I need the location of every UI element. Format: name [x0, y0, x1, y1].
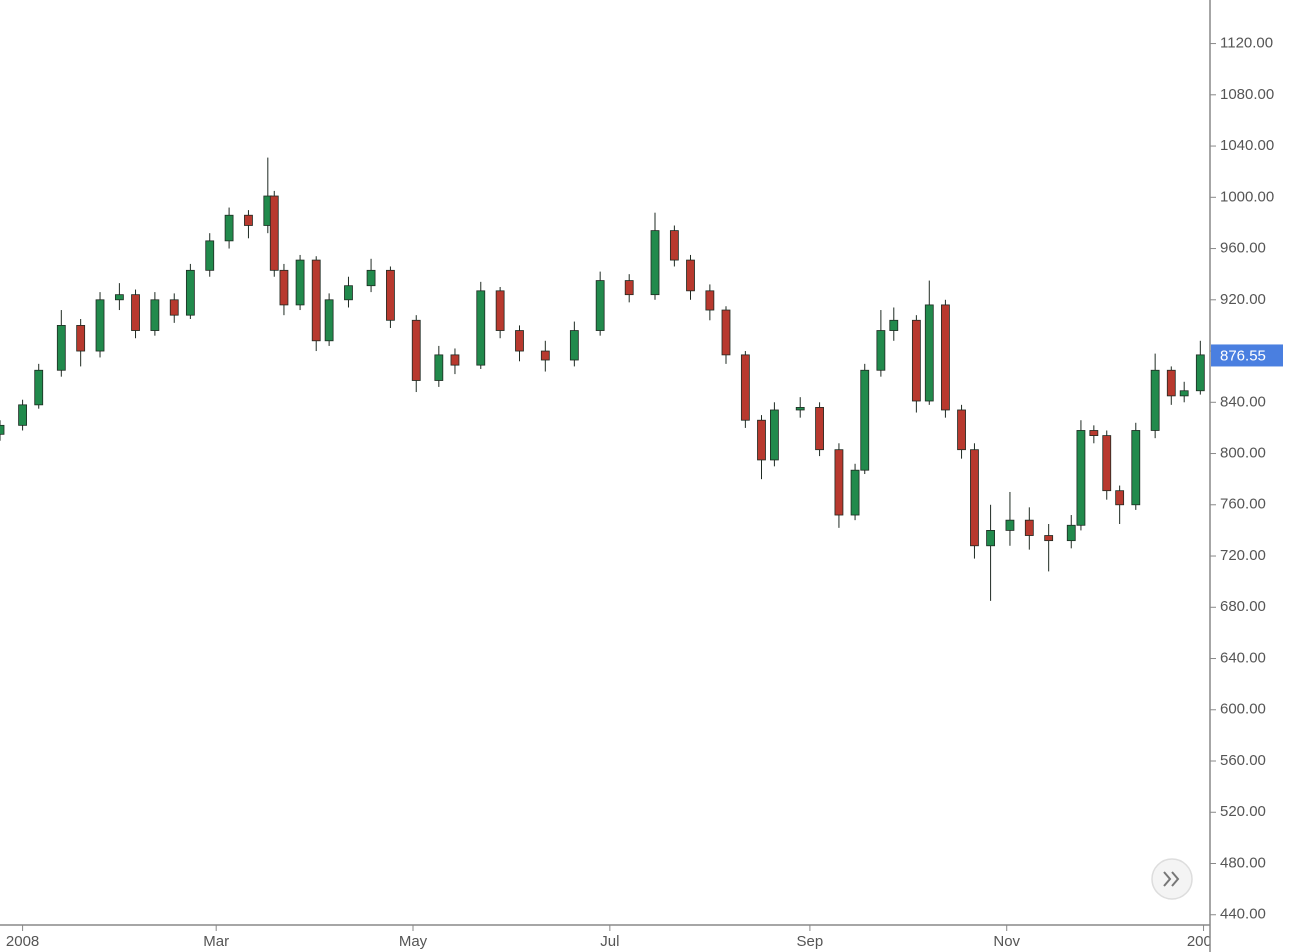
- candle-body: [1115, 490, 1125, 506]
- candle-body: [740, 354, 750, 421]
- candle-body: [366, 269, 376, 287]
- x-tick-label: 2009: [1187, 933, 1220, 950]
- candle-body: [911, 319, 921, 402]
- candle-body: [1005, 519, 1015, 531]
- y-tick-label: 800.00: [1220, 445, 1266, 462]
- candle-body: [434, 354, 444, 381]
- candle-body: [411, 319, 421, 381]
- y-tick-label: 480.00: [1220, 854, 1266, 871]
- y-tick-label: 720.00: [1220, 547, 1266, 564]
- candle-body: [18, 404, 27, 426]
- y-tick-label: 840.00: [1220, 393, 1266, 410]
- x-tick-label: Mar: [203, 933, 229, 950]
- candle-body: [860, 369, 870, 471]
- y-tick-label: 640.00: [1220, 649, 1266, 666]
- candle-body: [150, 299, 160, 331]
- y-tick-label: 440.00: [1220, 906, 1266, 923]
- candle-body: [941, 304, 950, 411]
- candle-body: [450, 354, 460, 366]
- candle-body: [244, 214, 253, 226]
- last-price-box: [1211, 344, 1283, 367]
- candle-body: [1024, 519, 1034, 536]
- candle-body: [770, 409, 779, 461]
- candle-body: [224, 214, 234, 242]
- y-tick-label: 1000.00: [1220, 188, 1274, 205]
- candle-body: [595, 280, 605, 331]
- candle-body: [1179, 390, 1189, 397]
- candle-body: [850, 469, 860, 516]
- candle-body: [1044, 535, 1054, 542]
- candle-body: [834, 449, 844, 516]
- candle-body: [757, 419, 766, 461]
- candle-body: [540, 350, 550, 361]
- last-price-label: 876.55: [1220, 347, 1266, 364]
- candle-body: [131, 294, 140, 331]
- candle-body: [1076, 430, 1086, 526]
- x-tick-label: Jul: [600, 933, 619, 950]
- candle-body: [924, 304, 934, 402]
- candle-body: [114, 294, 124, 301]
- y-tick-label: 760.00: [1220, 496, 1266, 513]
- candle-body: [76, 325, 86, 352]
- y-tick-label: 960.00: [1220, 240, 1266, 257]
- candle-body: [344, 285, 353, 301]
- x-tick-label: Nov: [993, 933, 1020, 950]
- candle-body: [970, 449, 979, 547]
- y-tick-label: 1080.00: [1220, 86, 1274, 103]
- candle-body: [889, 319, 899, 331]
- candle-body: [876, 330, 886, 371]
- candle-body: [324, 299, 334, 342]
- candle-body: [279, 269, 289, 306]
- candle-body: [169, 299, 179, 316]
- candle-body: [1150, 369, 1160, 431]
- candle-body: [1066, 524, 1076, 542]
- candle-body: [0, 424, 5, 435]
- candle-body: [705, 290, 715, 311]
- candle-body: [56, 325, 66, 371]
- candle-body: [721, 309, 731, 356]
- plot-area: 2008 Mar May Jul Sep Nov 2009: [0, 157, 1220, 950]
- candle-body: [650, 230, 660, 296]
- candle-body: [34, 369, 44, 406]
- x-tick-label: Sep: [797, 933, 824, 950]
- candle-body: [269, 195, 279, 271]
- x-tick-label: May: [399, 933, 428, 950]
- scroll-button-icon[interactable]: [1163, 871, 1180, 887]
- candle-body: [205, 240, 215, 271]
- scroll-button-circle[interactable]: [1151, 858, 1193, 900]
- candle-body: [1131, 430, 1141, 506]
- y-tick-label: 1040.00: [1220, 137, 1274, 154]
- candle-body: [569, 330, 579, 361]
- candle-body: [1195, 354, 1205, 392]
- scroll-button[interactable]: [1151, 858, 1193, 900]
- y-tick-label: 920.00: [1220, 291, 1266, 308]
- y-tick-label: 600.00: [1220, 701, 1266, 718]
- candle-body: [624, 280, 634, 296]
- y-tick-label: 1120.00: [1220, 35, 1273, 52]
- candle-body: [95, 299, 105, 352]
- candle-body: [476, 290, 486, 366]
- y-tick-label: 520.00: [1220, 803, 1266, 820]
- candle-body: [986, 530, 995, 547]
- candle-body: [1166, 369, 1176, 397]
- x-tick-label: 2008: [6, 933, 39, 950]
- candle-body: [1089, 430, 1099, 436]
- y-tick-label: 560.00: [1220, 752, 1266, 769]
- candle-body: [686, 259, 695, 292]
- candle-body: [795, 407, 805, 411]
- candle-body: [669, 230, 679, 261]
- candle-body: [295, 259, 305, 306]
- candle-body: [495, 290, 505, 331]
- candle-body: [386, 269, 395, 321]
- candle-body: [185, 269, 195, 316]
- candle-body: [815, 407, 824, 451]
- candle-body: [1102, 435, 1112, 492]
- candle-body: [957, 409, 966, 451]
- candle-body: [515, 330, 524, 352]
- y-tick-label: 680.00: [1220, 598, 1266, 615]
- candle-body: [311, 259, 321, 342]
